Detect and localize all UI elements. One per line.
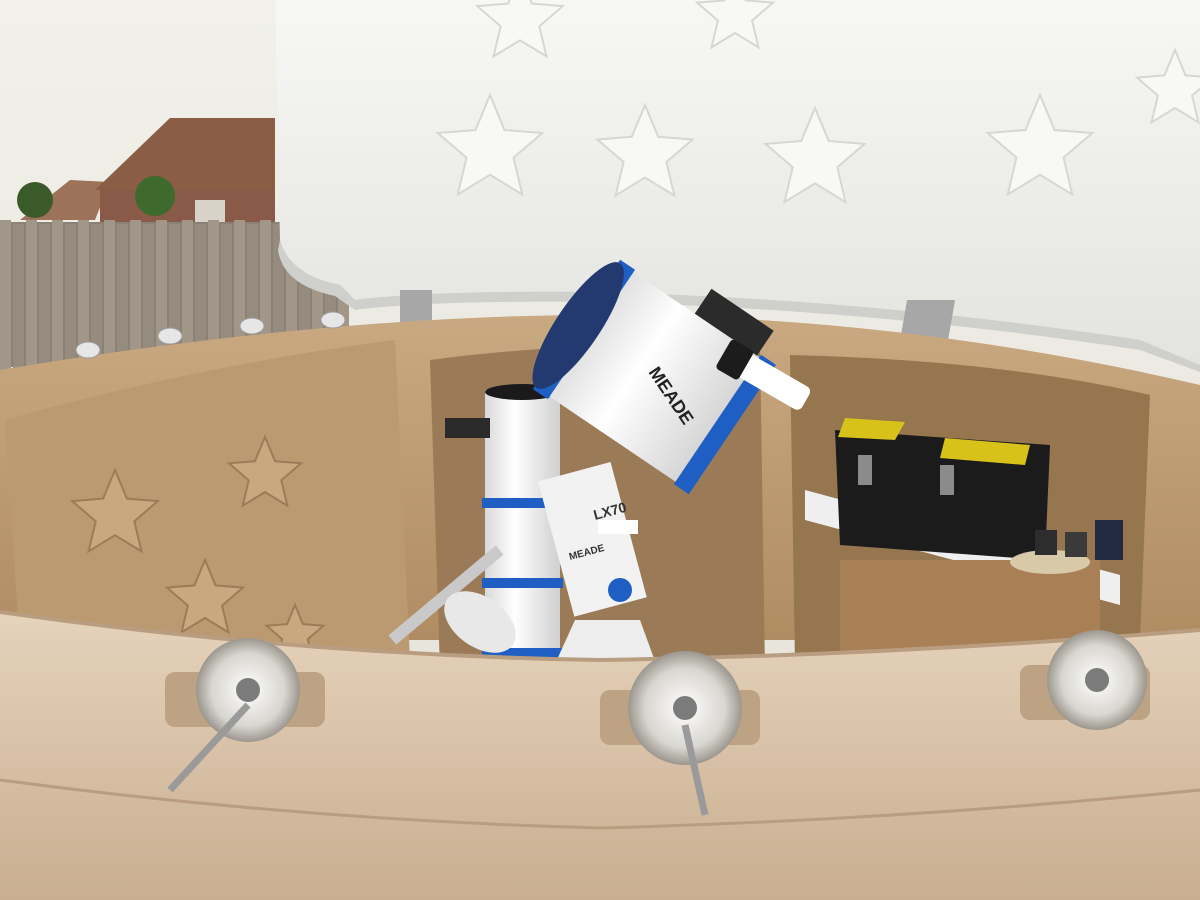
fence-slat	[143, 224, 154, 374]
fence-slat	[39, 224, 50, 374]
axle-rods	[167, 702, 709, 816]
fence-slat	[286, 220, 297, 370]
fence-slat	[117, 224, 128, 374]
fence-slat	[247, 224, 258, 374]
embossed-star	[69, 467, 161, 554]
fence-slat	[325, 224, 336, 374]
toolbox	[835, 418, 1050, 560]
embossed-star	[1134, 47, 1200, 125]
fence-slat	[0, 220, 11, 370]
dome-shell	[275, 0, 1200, 365]
embossed-star	[694, 0, 776, 50]
fence-slat	[299, 224, 310, 374]
fence-slat	[312, 220, 323, 370]
fence-slat	[169, 224, 180, 374]
small-roller	[75, 341, 101, 359]
small-roller	[239, 317, 265, 335]
embossed-star	[226, 434, 304, 508]
fence-slat	[182, 220, 193, 370]
finder-scope	[716, 339, 811, 410]
embossed-star	[435, 92, 545, 197]
trees	[17, 176, 175, 218]
fence-slat	[130, 220, 141, 370]
wall-panel-left	[5, 340, 410, 660]
top-rim-rollers	[75, 311, 346, 359]
fence-slat	[65, 224, 76, 374]
embossed-star	[763, 105, 867, 205]
fence-slat	[156, 220, 167, 370]
embossed-star	[474, 0, 566, 59]
fence-slat	[195, 224, 206, 374]
fence-slat	[234, 220, 245, 370]
fence-slat	[260, 220, 271, 370]
fence-slat	[78, 220, 89, 370]
fence-slat	[104, 220, 115, 370]
small-roller	[157, 327, 183, 345]
fence-slat	[208, 220, 219, 370]
dome-star-pattern	[435, 0, 1200, 205]
small-roller	[320, 311, 346, 329]
fence-slat	[26, 220, 37, 370]
eyepieces	[1010, 520, 1123, 574]
embossed-star	[594, 102, 696, 198]
fence-slat	[13, 224, 24, 374]
embossed-star	[985, 92, 1095, 197]
main-telescope	[532, 259, 777, 495]
fence-slat	[91, 224, 102, 374]
embossed-star	[164, 557, 246, 635]
fence-slat	[52, 220, 63, 370]
fence-slat	[221, 224, 232, 374]
roller-wheels	[196, 630, 1147, 765]
fence-slat	[273, 224, 284, 374]
